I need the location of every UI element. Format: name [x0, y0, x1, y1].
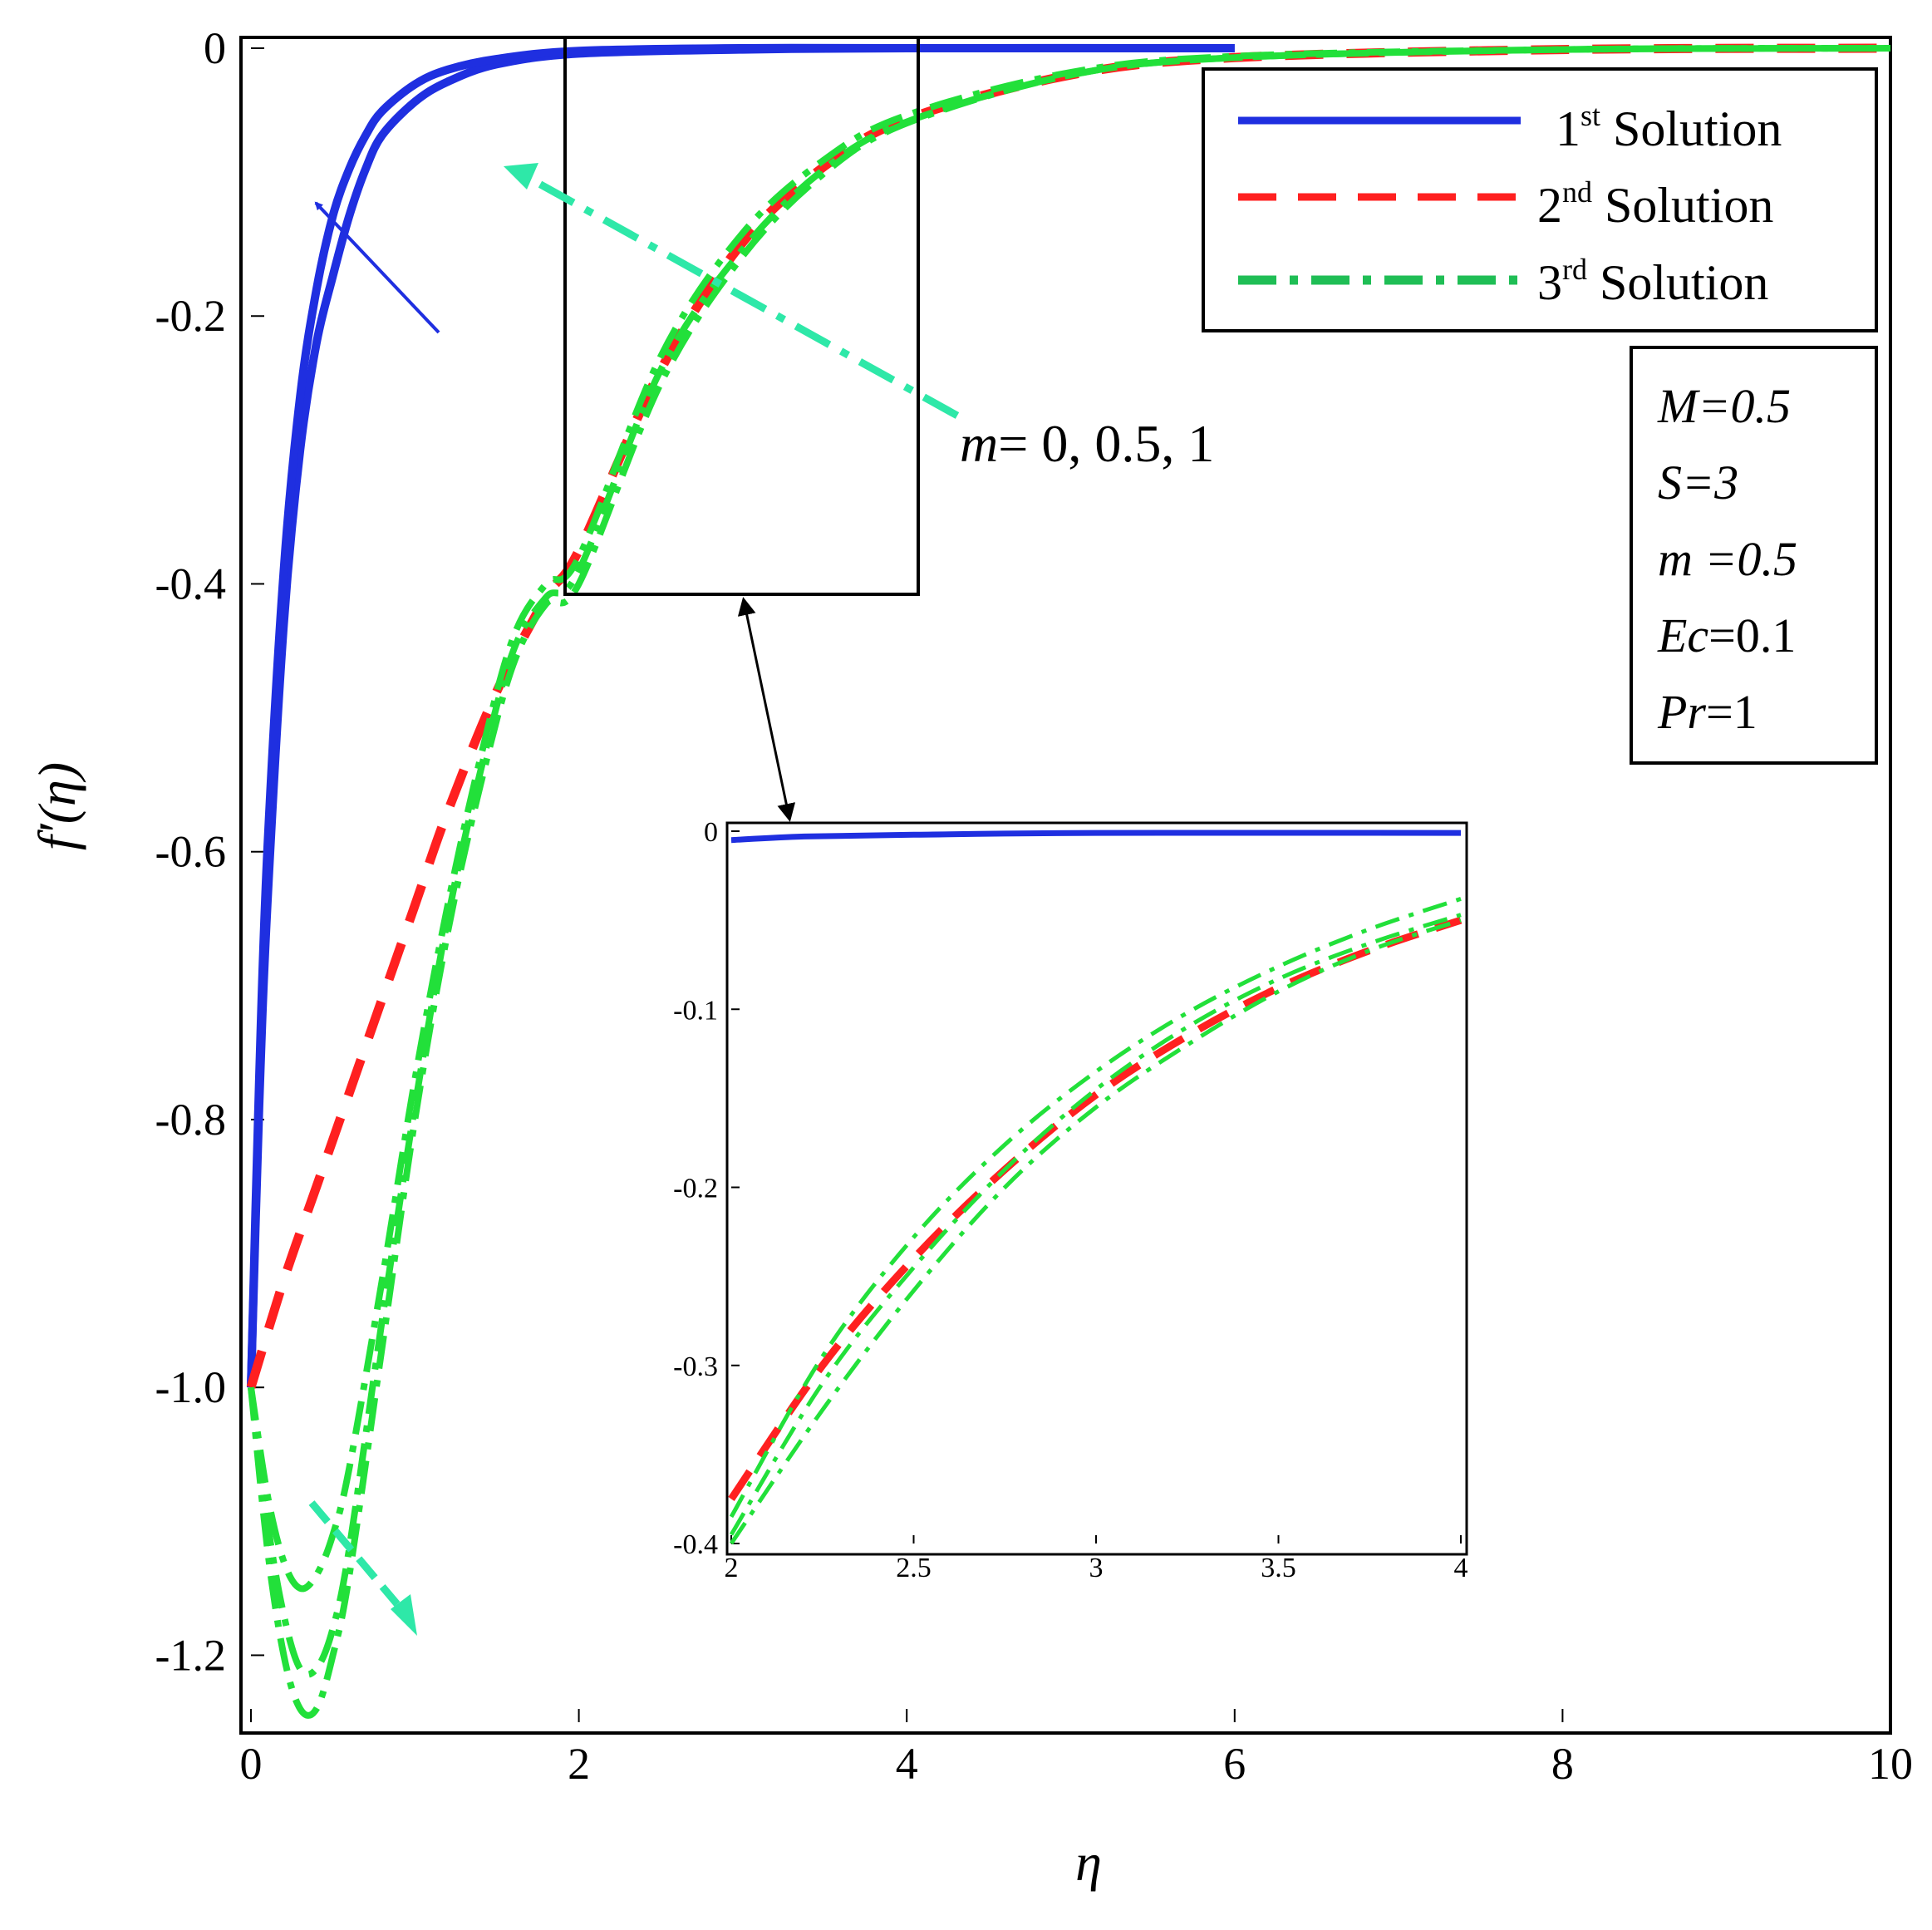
param-Ec: Ec=0.1 [1657, 608, 1796, 662]
x-tick-label: 8 [1551, 1739, 1574, 1789]
inset-ticks: 2 2.5 3 3.5 4 0 -0.1 -0.2 -0.3 -0.4 [673, 817, 1467, 1583]
param-S: S=3 [1658, 455, 1738, 510]
legend-label-solution1: 1st Solution [1556, 99, 1782, 156]
param-M: M=0.5 [1657, 379, 1791, 433]
inset-series-solution1-0 [730, 830, 1462, 844]
legend: 1st Solution 2nd Solution 3rd Solution [1202, 67, 1878, 332]
m-increase-arrow-upper [528, 175, 960, 419]
x-tick-label: 6 [1223, 1739, 1246, 1789]
inset-series [728, 830, 1463, 1545]
inset-series-solution2-1 [728, 916, 1463, 1501]
m-increase-arrow-lower [308, 1500, 401, 1607]
zoom-link-arrow [737, 597, 796, 822]
zoom-box [563, 36, 920, 596]
inset-y-tick-label: -0.3 [673, 1351, 718, 1382]
y-tick-label: -0.2 [155, 291, 226, 341]
x-tick-label: 2 [568, 1739, 590, 1789]
legend-label-solution2: 2nd Solution [1537, 175, 1773, 233]
inset-y-tick-label: -0.1 [673, 995, 718, 1026]
x-tick-label: 10 [1868, 1739, 1913, 1789]
inset-x-tick-label: 3.5 [1261, 1553, 1296, 1583]
plot-frame [239, 36, 1892, 1735]
inset-x-tick-label: 4 [1454, 1553, 1468, 1583]
m-range-annotation: m= 0, 0.5, 1 [960, 414, 1214, 473]
main-series [246, 43, 1891, 1719]
m-increase-arrow-lower-head [391, 1594, 417, 1636]
inset-x-tick-label: 3 [1089, 1553, 1104, 1583]
param-m: m =0.5 [1658, 532, 1797, 586]
param-Pr: Pr=1 [1657, 685, 1757, 739]
series-solution3-4 [248, 45, 1891, 1719]
y-tick-label: -1.0 [155, 1362, 226, 1412]
inset-chart: 2 2.5 3 3.5 4 0 -0.1 -0.2 -0.3 -0.4 [673, 817, 1468, 1583]
y-tick-label: -0.4 [155, 559, 226, 608]
y-tick-label: -0.6 [155, 827, 226, 877]
inset-y-tick-label: -0.4 [673, 1529, 718, 1560]
inset-y-tick-label: -0.2 [673, 1174, 718, 1204]
inset-series-solution3-4 [729, 897, 1462, 1519]
y-tick-label: -1.2 [155, 1630, 226, 1680]
legend-label-solution3: 3rd Solution [1537, 253, 1768, 310]
series-solution3-5 [248, 45, 1891, 1593]
y-tick-label: 0 [204, 23, 226, 73]
series-solution1-1 [247, 43, 1235, 1388]
x-tick-label: 0 [240, 1739, 263, 1789]
y-axis-label: f′(η) [27, 762, 86, 850]
main-ticks: 0 2 4 6 8 10 0 -0.2 -0.4 -0.6 -0.8 -1.0 -1.2 [155, 23, 1913, 1789]
parameter-box-frame [1630, 346, 1878, 765]
inset-series-solution3-3 [729, 918, 1462, 1545]
x-tick-label: 4 [896, 1739, 918, 1789]
inset-frame [725, 821, 1468, 1556]
x-axis-label: η [1075, 1833, 1102, 1892]
inset-y-tick-label: 0 [704, 817, 718, 848]
parameter-box: M=0.5 S=3 m =0.5 Ec=0.1 Pr=1 [1630, 346, 1878, 765]
solution1-trend-arrow [314, 201, 440, 334]
inset-x-tick-label: 2 [725, 1553, 739, 1583]
m-increase-arrow-upper-head [504, 163, 538, 190]
y-tick-label: -0.8 [155, 1095, 226, 1145]
inset-x-tick-label: 2.5 [896, 1553, 932, 1583]
